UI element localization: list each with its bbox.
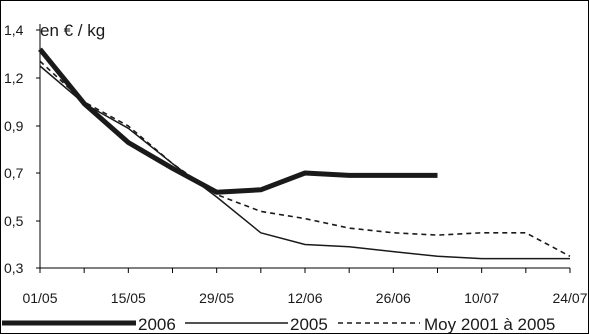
y-tick-label: 1,2 bbox=[4, 70, 24, 86]
x-tick-label: 26/06 bbox=[376, 290, 411, 306]
x-tick-label: 15/05 bbox=[111, 290, 146, 306]
legend-label: 2006 bbox=[138, 315, 176, 334]
y-axis-ticks: 0,3 0,5 0,7 0,9 1,2 1,4 bbox=[4, 22, 40, 276]
series-line-2005 bbox=[39, 65, 570, 260]
x-tick-label: 29/05 bbox=[199, 290, 234, 306]
x-tick-label: 01/05 bbox=[22, 290, 57, 306]
legend-label: Moy 2001 à 2005 bbox=[424, 315, 555, 334]
y-tick-label: 0,3 bbox=[4, 260, 24, 276]
series-line-moy-2001-à-2005 bbox=[39, 60, 571, 258]
y-tick-label: 1,4 bbox=[4, 22, 24, 38]
x-tick-label: 10/07 bbox=[464, 290, 499, 306]
unit-label: en € / kg bbox=[40, 21, 105, 40]
x-axis-ticks: 01/05 15/05 29/05 12/06 26/06 10/07 24/07 bbox=[22, 268, 588, 306]
y-tick-label: 0,7 bbox=[4, 165, 24, 181]
x-tick-label: 24/07 bbox=[552, 290, 587, 306]
legend-label: 2005 bbox=[290, 315, 328, 334]
y-tick-label: 0,5 bbox=[4, 213, 24, 229]
y-tick-label: 0,9 bbox=[4, 118, 24, 134]
legend: 2006 2005 Moy 2001 à 2005 bbox=[2, 315, 555, 334]
series-lines bbox=[38, 47, 571, 260]
x-tick-label: 12/06 bbox=[287, 290, 322, 306]
series-line-2006 bbox=[38, 47, 438, 195]
